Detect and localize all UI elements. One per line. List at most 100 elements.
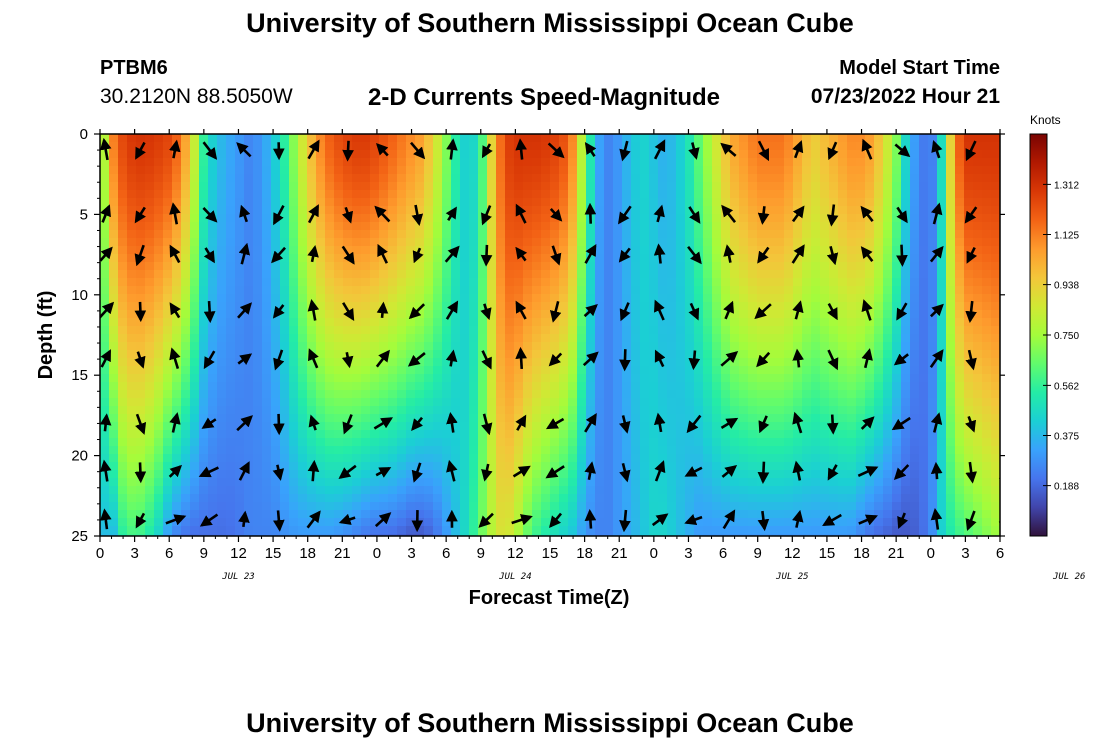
heatmap-cell bbox=[136, 406, 146, 415]
heatmap-cell bbox=[271, 510, 281, 519]
heatmap-cell bbox=[973, 278, 983, 287]
heatmap-cell bbox=[721, 406, 731, 415]
heatmap-cell bbox=[217, 382, 227, 391]
heatmap-cell bbox=[469, 318, 479, 327]
heatmap-cell bbox=[253, 350, 263, 359]
heatmap-cell bbox=[397, 334, 407, 343]
heatmap-cell bbox=[766, 502, 776, 511]
heatmap-cell bbox=[577, 198, 587, 207]
heatmap-cell bbox=[766, 430, 776, 439]
heatmap-cell bbox=[469, 214, 479, 223]
heatmap-cell bbox=[739, 430, 749, 439]
heatmap-cell bbox=[424, 326, 434, 335]
heatmap-cell bbox=[730, 198, 740, 207]
heatmap-cell bbox=[577, 238, 587, 247]
heatmap-cell bbox=[523, 262, 533, 271]
heatmap-cell bbox=[244, 238, 254, 247]
heatmap-cell bbox=[280, 510, 290, 519]
heatmap-cell bbox=[298, 142, 308, 151]
heatmap-cell bbox=[181, 262, 191, 271]
heatmap-cell bbox=[640, 454, 650, 463]
heatmap-cell bbox=[289, 422, 299, 431]
heatmap-cell bbox=[154, 486, 164, 495]
heatmap-cell bbox=[676, 262, 686, 271]
heatmap-cell bbox=[442, 366, 452, 375]
heatmap-cell bbox=[847, 310, 857, 319]
heatmap-cell bbox=[127, 190, 137, 199]
heatmap-cell bbox=[334, 390, 344, 399]
heatmap-cell bbox=[910, 350, 920, 359]
heatmap-cell bbox=[901, 510, 911, 519]
heatmap-cell bbox=[505, 502, 515, 511]
heatmap-cell bbox=[847, 190, 857, 199]
heatmap-cell bbox=[361, 366, 371, 375]
heatmap-cell bbox=[244, 206, 254, 215]
heatmap-cell bbox=[460, 174, 470, 183]
heatmap-cell bbox=[145, 190, 155, 199]
heatmap-cell bbox=[496, 398, 506, 407]
heatmap-cell bbox=[316, 390, 326, 399]
heatmap-cell bbox=[154, 166, 164, 175]
heatmap-cell bbox=[460, 342, 470, 351]
heatmap-cell bbox=[109, 254, 119, 263]
heatmap-cell bbox=[253, 302, 263, 311]
heatmap-cell bbox=[955, 398, 965, 407]
heatmap-cell bbox=[388, 462, 398, 471]
heatmap-cell bbox=[946, 518, 956, 527]
heatmap-cell bbox=[460, 358, 470, 367]
heatmap-cell bbox=[964, 382, 974, 391]
heatmap-cell bbox=[568, 446, 578, 455]
speed-heatmap bbox=[100, 134, 1000, 536]
heatmap-cell bbox=[496, 526, 506, 535]
heatmap-cell bbox=[856, 414, 866, 423]
heatmap-cell bbox=[559, 174, 569, 183]
heatmap-cell bbox=[919, 430, 929, 439]
heatmap-cell bbox=[523, 486, 533, 495]
heatmap-cell bbox=[550, 454, 560, 463]
heatmap-cell bbox=[145, 238, 155, 247]
heatmap-cell bbox=[505, 158, 515, 167]
heatmap-cell bbox=[739, 174, 749, 183]
heatmap-cell bbox=[469, 158, 479, 167]
heatmap-cell bbox=[406, 262, 416, 271]
heatmap-cell bbox=[964, 158, 974, 167]
heatmap-cell bbox=[406, 438, 416, 447]
heatmap-cell bbox=[406, 302, 416, 311]
heatmap-cell bbox=[172, 318, 182, 327]
heatmap-cell bbox=[316, 190, 326, 199]
heatmap-cell bbox=[433, 286, 443, 295]
heatmap-cell bbox=[757, 366, 767, 375]
heatmap-cell bbox=[370, 310, 380, 319]
heatmap-cell bbox=[334, 510, 344, 519]
heatmap-cell bbox=[379, 334, 389, 343]
heatmap-cell bbox=[829, 454, 839, 463]
heatmap-cell bbox=[298, 342, 308, 351]
heatmap-cell bbox=[577, 454, 587, 463]
heatmap-cell bbox=[793, 254, 803, 263]
heatmap-cell bbox=[586, 390, 596, 399]
heatmap-cell bbox=[802, 454, 812, 463]
heatmap-cell bbox=[658, 534, 668, 536]
heatmap-cell bbox=[901, 430, 911, 439]
heatmap-cell bbox=[145, 214, 155, 223]
heatmap-cell bbox=[964, 334, 974, 343]
heatmap-cell bbox=[793, 478, 803, 487]
heatmap-cell bbox=[271, 246, 281, 255]
heatmap-cell bbox=[451, 374, 461, 383]
heatmap-cell bbox=[919, 454, 929, 463]
heatmap-cell bbox=[748, 350, 758, 359]
heatmap-cell bbox=[649, 350, 659, 359]
heatmap-cell bbox=[523, 358, 533, 367]
heatmap-cell bbox=[145, 366, 155, 375]
heatmap-cell bbox=[235, 390, 245, 399]
heatmap-cell bbox=[424, 350, 434, 359]
heatmap-cell bbox=[730, 262, 740, 271]
heatmap-cell bbox=[901, 286, 911, 295]
heatmap-cell bbox=[109, 430, 119, 439]
heatmap-cell bbox=[874, 454, 884, 463]
heatmap-cell bbox=[163, 438, 173, 447]
heatmap-cell bbox=[757, 158, 767, 167]
heatmap-cell bbox=[784, 486, 794, 495]
heatmap-cell bbox=[559, 422, 569, 431]
heatmap-cell bbox=[811, 214, 821, 223]
